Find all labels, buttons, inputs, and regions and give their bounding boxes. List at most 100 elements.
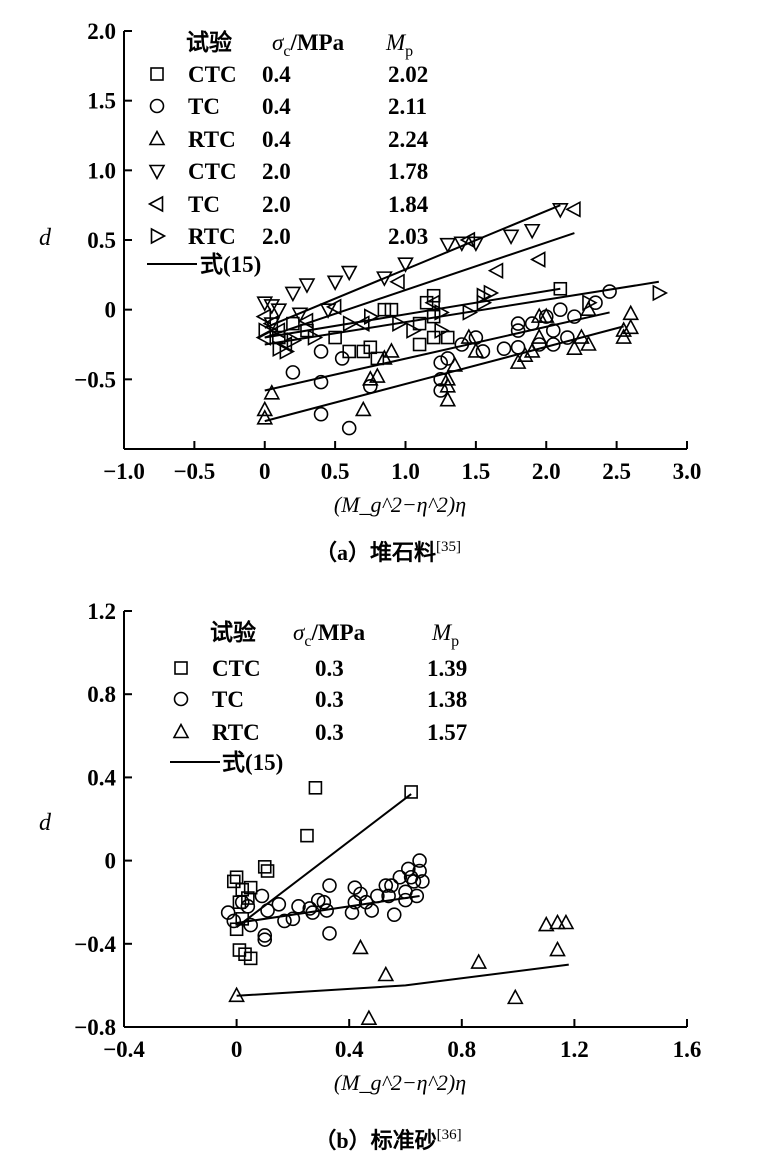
fit-line-tc	[236, 894, 420, 924]
legend-sigma-value: 0.4	[262, 62, 291, 87]
data-point-rtc	[392, 315, 408, 332]
legend-header-sigma: σc/MPa	[272, 30, 345, 60]
legend-mp-value: 2.24	[388, 127, 429, 152]
data-point-rtc	[256, 409, 274, 425]
sigma-unit: /MPa	[289, 30, 344, 55]
data-point-tc	[277, 913, 292, 929]
data-point-tc	[255, 329, 272, 346]
data-point-rtc	[566, 339, 583, 355]
x-tick-label: 0	[231, 1037, 243, 1062]
data-point-tc	[384, 878, 399, 893]
legend-line-label: 式(15)	[200, 252, 261, 277]
data-point-ctc	[439, 237, 457, 254]
legend-mp-value: 2.11	[388, 94, 427, 119]
data-point-rtc	[462, 304, 479, 321]
data-point-ctc	[467, 236, 485, 252]
y-axis-label: d	[39, 810, 52, 836]
legend-header-sigma: σc/MPa	[293, 620, 366, 650]
data-point-ctc	[243, 880, 258, 895]
data-point-rtc	[354, 400, 372, 417]
data-point-ctc	[453, 236, 471, 252]
data-point-rtc	[470, 953, 488, 969]
data-point-tc	[386, 907, 402, 922]
legend-test-name: TC	[188, 192, 220, 217]
data-point-tc	[319, 903, 334, 918]
data-point-tc	[475, 344, 491, 359]
data-point-tc	[510, 323, 526, 338]
data-point-ctc	[260, 864, 275, 878]
data-point-tc	[255, 308, 272, 325]
x-tick-label: 0.4	[335, 1037, 364, 1062]
data-point-rtc	[622, 318, 640, 335]
data-point-rtc	[439, 370, 457, 386]
x-tick-label: 1.5	[462, 459, 491, 484]
data-point-rtc	[286, 331, 303, 349]
mp-subscript: p	[405, 43, 413, 60]
y-tick-label: 0	[105, 298, 117, 323]
x-tick-label: 0	[259, 459, 271, 484]
y-tick-label: 0.4	[87, 765, 116, 790]
data-point-tc	[257, 928, 273, 943]
data-point-tc	[313, 406, 329, 422]
data-point-tc	[412, 863, 427, 879]
data-point-tc	[344, 905, 360, 920]
data-point-ctc	[229, 870, 244, 885]
data-point-tc	[260, 903, 275, 918]
x-tick-label: −0.4	[103, 1037, 145, 1062]
y-tick-label: 1.2	[87, 599, 116, 624]
x-tick-label: −1.0	[103, 459, 145, 484]
data-point-rtc	[460, 328, 478, 344]
data-point-rtc	[580, 335, 597, 351]
data-point-rtc	[537, 307, 555, 323]
data-point-tc	[378, 878, 394, 893]
data-point-rtc	[615, 328, 633, 344]
panel-caption: （a）堆石料[35]	[315, 539, 461, 565]
caption-text: （b）标准砂	[314, 1128, 436, 1153]
legend-header-mp: Mp	[431, 620, 459, 650]
data-point-tc	[415, 874, 430, 889]
legend-sigma-value: 0.4	[262, 127, 291, 152]
sigma-symbol: σ	[293, 620, 306, 645]
data-point-ctc	[257, 860, 272, 874]
data-point-rtc	[258, 322, 274, 339]
data-point-ctc	[270, 303, 288, 319]
legend-mp-value: 2.02	[388, 62, 428, 87]
data-point-ctc	[291, 307, 309, 324]
data-point-ctc	[326, 275, 344, 291]
data-point-tc	[459, 231, 476, 249]
legend-sigma-value: 0.4	[262, 94, 291, 119]
data-point-rtc	[523, 342, 541, 358]
data-point-rtc	[352, 938, 369, 955]
legend-mp-value: 2.03	[388, 224, 428, 249]
data-point-ctc	[286, 316, 300, 331]
data-point-tc	[363, 378, 378, 394]
data-point-tc	[364, 903, 380, 918]
data-point-ctc	[377, 302, 392, 317]
data-point-ctc	[284, 286, 302, 303]
data-point-rtc	[256, 400, 274, 417]
legend-marker-triangle-up-icon	[148, 129, 166, 146]
data-point-tc	[530, 251, 546, 268]
x-tick-label: 1.2	[560, 1037, 589, 1062]
data-point-rtc	[364, 308, 380, 325]
data-point-rtc	[467, 342, 485, 358]
legend-test-name: RTC	[188, 127, 236, 152]
data-point-tc	[412, 853, 427, 868]
data-point-tc	[392, 869, 408, 885]
data-point-rtc	[228, 986, 245, 1003]
data-point-tc	[567, 309, 582, 324]
data-point-rtc	[406, 322, 422, 339]
data-point-ctc	[226, 874, 241, 889]
legend-marker-square-icon	[150, 67, 164, 81]
data-point-rtc	[434, 304, 450, 321]
data-point-tc	[565, 201, 581, 218]
data-point-tc	[433, 355, 448, 370]
fit-line-tc	[264, 311, 610, 392]
data-point-ctc	[319, 303, 337, 319]
data-point-tc	[316, 894, 332, 910]
data-point-ctc	[256, 296, 274, 312]
data-point-tc	[341, 420, 357, 436]
data-point-tc	[243, 917, 258, 933]
data-point-rtc	[439, 391, 457, 407]
panel-caption: （b）标准砂[36]	[314, 1127, 461, 1153]
